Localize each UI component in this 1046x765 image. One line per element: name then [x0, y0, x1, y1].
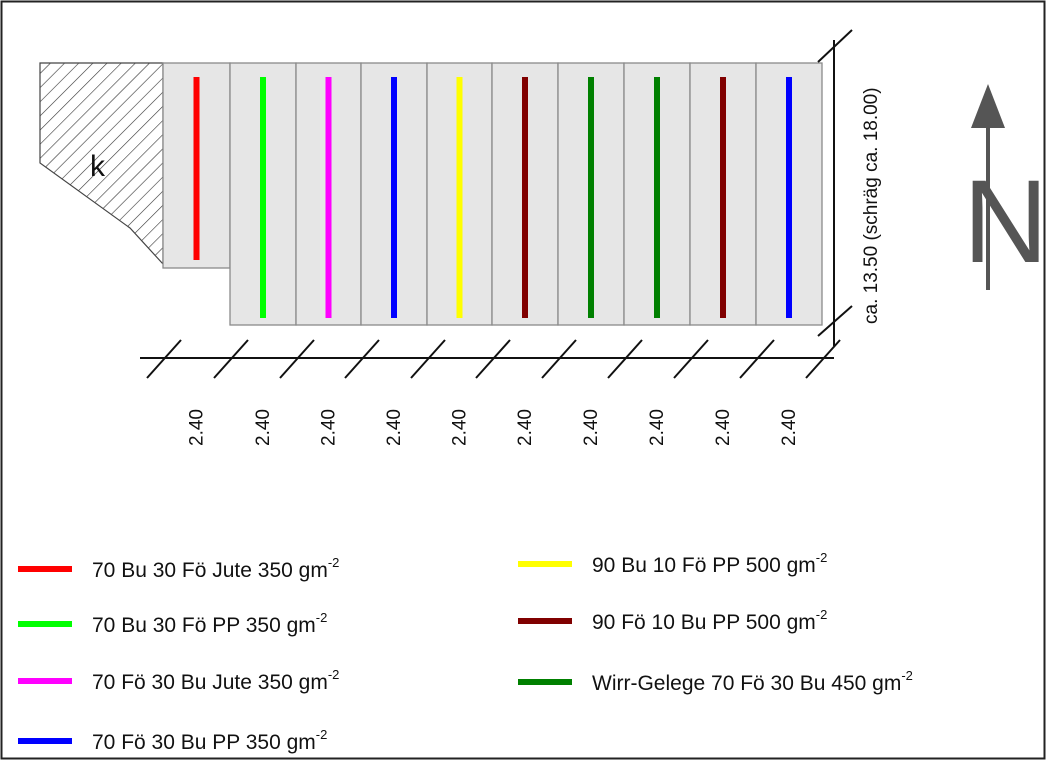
side-dimension-label: ca. 13.50 (schräg ca. 18.00)	[861, 87, 882, 324]
plot-strips	[162, 62, 823, 326]
width-label-5: 2.40	[450, 409, 471, 446]
width-labels: 2.40 2.40 2.40 2.40 2.40 2.40 2.40 2.40 2.40 2.40	[187, 409, 801, 446]
width-label-3: 2.40	[319, 409, 340, 446]
width-label-9: 2.40	[713, 409, 734, 446]
width-label-7: 2.40	[581, 409, 602, 446]
dimension-tick-2	[213, 339, 249, 379]
legend-superscript: -2	[816, 607, 828, 622]
legend-label: 70 Bu 30 Fö PP 350 gm-2	[92, 610, 327, 637]
dimension-tick-11	[805, 339, 841, 379]
hatched-area-k	[39, 62, 164, 266]
dimension-tick-9	[673, 339, 709, 379]
width-label-2: 2.40	[253, 409, 274, 446]
legend-item-2: 70 Bu 30 Fö PP 350 gm-2	[18, 610, 327, 637]
legend-label: 90 Bu 10 Fö PP 500 gm-2	[592, 550, 827, 577]
legend-superscript: -2	[901, 668, 913, 683]
bottom-dimension-ticks	[146, 339, 841, 379]
legend-item-5: 90 Bu 10 Fö PP 500 gm-2	[518, 550, 827, 577]
width-label-6: 2.40	[515, 409, 536, 446]
legend-superscript: -2	[328, 555, 340, 570]
dimension-tick-10	[739, 339, 775, 379]
dimension-tick-7	[541, 339, 577, 379]
north-arrow-icon: N	[963, 84, 1046, 290]
side-dimension-tick-bottom	[817, 305, 853, 337]
north-label: N	[963, 156, 1046, 288]
legend-label: Wirr-Gelege 70 Fö 30 Bu 450 gm-2	[592, 668, 913, 695]
dimension-tick-8	[607, 339, 643, 379]
dimension-tick-3	[279, 339, 315, 379]
legend-superscript: -2	[316, 610, 328, 625]
legend-label: 90 Fö 10 Bu PP 500 gm-2	[592, 607, 827, 634]
dimension-tick-6	[475, 339, 511, 379]
dimension-tick-5	[410, 339, 446, 379]
legend-item-6: 90 Fö 10 Bu PP 500 gm-2	[518, 607, 827, 634]
legend-label: 70 Bu 30 Fö Jute 350 gm-2	[92, 555, 339, 582]
legend-superscript: -2	[316, 727, 328, 742]
dimension-tick-1	[146, 339, 182, 379]
legend-item-3: 70 Fö 30 Bu Jute 350 gm-2	[18, 667, 339, 694]
width-label-10: 2.40	[779, 409, 800, 446]
area-label-k: k	[90, 150, 106, 183]
legend-item-7: Wirr-Gelege 70 Fö 30 Bu 450 gm-2	[518, 668, 913, 695]
legend-superscript: -2	[328, 667, 340, 682]
legend-label: 70 Fö 30 Bu PP 350 gm-2	[92, 727, 327, 754]
legend: 70 Bu 30 Fö Jute 350 gm-2 70 Bu 30 Fö PP …	[18, 550, 913, 754]
dimension-tick-4	[344, 339, 380, 379]
width-label-1: 2.40	[187, 409, 208, 446]
legend-item-4: 70 Fö 30 Bu PP 350 gm-2	[18, 727, 327, 754]
legend-superscript: -2	[816, 550, 828, 565]
side-dimension-tick-top	[817, 29, 853, 63]
legend-label: 70 Fö 30 Bu Jute 350 gm-2	[92, 667, 339, 694]
width-label-8: 2.40	[647, 409, 668, 446]
width-label-4: 2.40	[384, 409, 405, 446]
legend-item-1: 70 Bu 30 Fö Jute 350 gm-2	[18, 555, 339, 582]
